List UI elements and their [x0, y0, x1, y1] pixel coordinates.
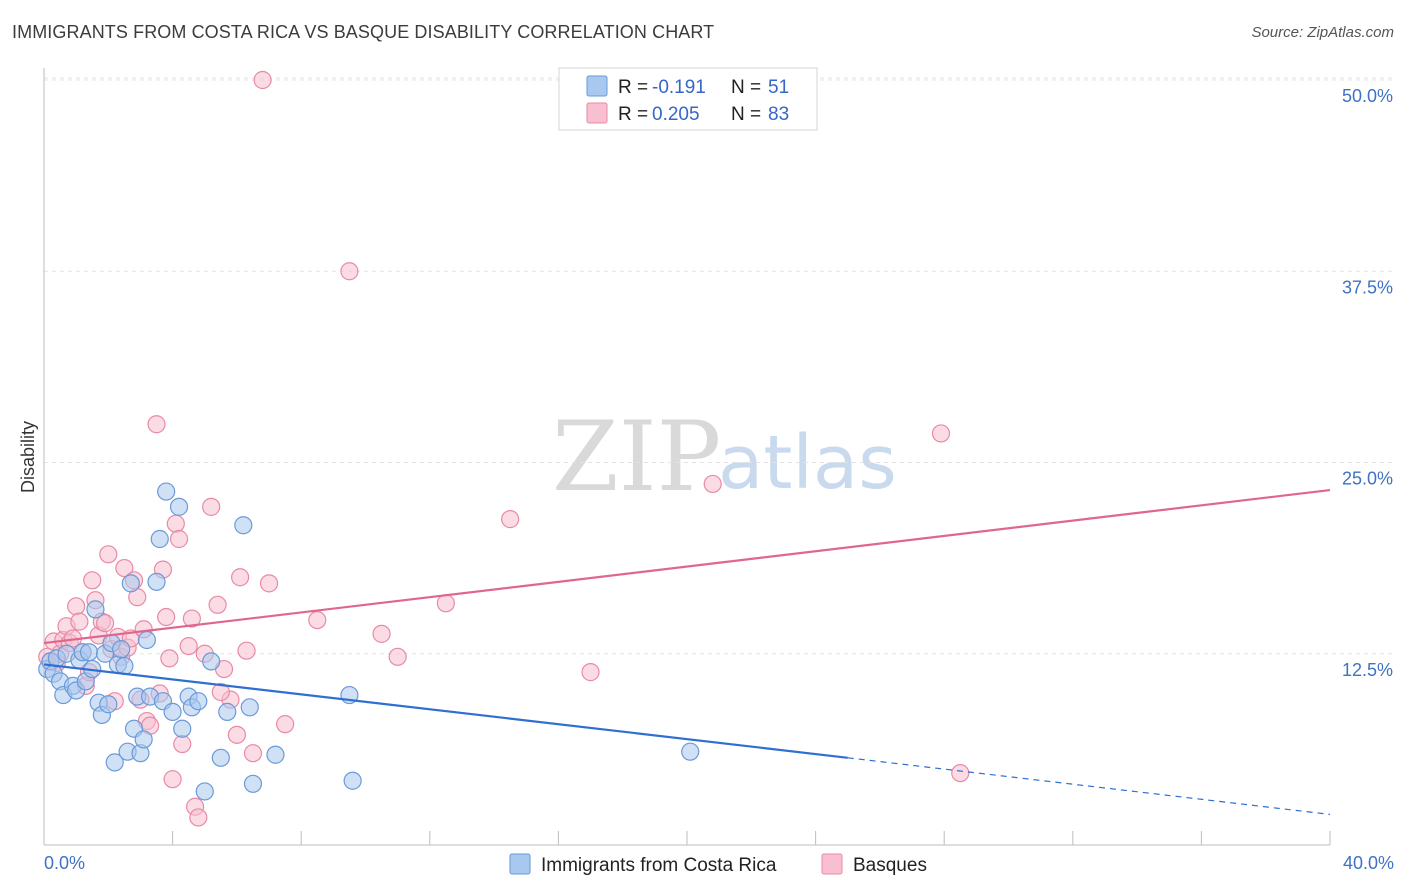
watermark-zip: ZIP [552, 401, 721, 513]
basques-point [388, 647, 407, 666]
bottom-legend-swatch-basques [821, 853, 843, 875]
costa-rica-point [189, 692, 208, 711]
costa-rica-point [157, 482, 176, 501]
basques-trend-line [43, 488, 1331, 645]
source-label: Source: ZipAtlas.com [1251, 24, 1394, 41]
basques-point [951, 763, 970, 783]
basques-point [147, 415, 166, 434]
costa-rica-point [218, 702, 237, 721]
basques-point [253, 70, 272, 90]
costa-rica-point [150, 529, 169, 549]
basques-point [99, 545, 118, 564]
y-axis-label: Disability [18, 421, 38, 493]
basques-point [70, 612, 89, 631]
costa-rica-point [163, 702, 182, 721]
costa-rica-point [343, 771, 362, 790]
costa-rica-point [173, 719, 192, 738]
costa-rica-point [211, 748, 230, 767]
basques-point [67, 597, 86, 616]
costa-rica-point [681, 742, 700, 761]
correlation-legend: R = -0.191 N = 51 R = 0.205 N = 83 [558, 67, 818, 131]
costa-rica-point [112, 640, 131, 659]
basques-point [372, 624, 391, 643]
costa-rica-point [86, 600, 105, 619]
costa-rica-point [195, 782, 214, 801]
legend-r-value-costa-rica: -0.191 [652, 77, 706, 98]
basques-point [581, 663, 600, 682]
series-costa-rica-points [38, 482, 700, 801]
basques-point [160, 649, 179, 668]
legend-r-label-basques: R = [618, 104, 648, 125]
basques-point [208, 595, 227, 614]
basques-point [169, 529, 189, 549]
basques-point [115, 558, 134, 578]
basques-point [157, 607, 176, 627]
costa-rica-point [169, 497, 189, 516]
basques-point [179, 636, 198, 656]
costa-rica-point [134, 730, 153, 749]
watermark: ZIP atlas [552, 401, 897, 513]
bottom-legend-label-costa-rica: Immigrants from Costa Rica [541, 855, 777, 876]
bottom-legend-swatch-costa-rica [509, 853, 531, 875]
basques-point [163, 770, 182, 789]
y-tick-label: 50.0% [1342, 86, 1393, 106]
trend-lines [43, 488, 1331, 815]
legend-n-value-costa-rica: 51 [768, 77, 789, 98]
y-tick-label: 37.5% [1342, 277, 1393, 297]
legend-n-label-basques: N = [731, 104, 761, 125]
basques-point [931, 424, 951, 443]
x-tick-label-max: 40.0% [1343, 853, 1394, 873]
basques-point [202, 497, 221, 516]
costa-rica-trend-extension [847, 757, 1331, 815]
basques-point [501, 510, 520, 529]
legend-n-label-costa-rica: N = [731, 77, 761, 98]
basques-point [189, 808, 208, 827]
basques-point [227, 725, 246, 744]
series-legend: Immigrants from Costa Rica Basques [509, 853, 927, 876]
costa-rica-point [202, 652, 221, 671]
basques-point [166, 514, 185, 533]
basques-point [308, 610, 327, 630]
basques-point [182, 609, 201, 628]
legend-swatch-costa-rica [586, 75, 608, 97]
basques-point [276, 715, 295, 734]
y-tick-labels: 12.5% 25.0% 37.5% 50.0% [1342, 86, 1393, 680]
legend-n-value-basques: 83 [768, 104, 789, 125]
basques-point [340, 262, 359, 281]
costa-rica-point [147, 572, 166, 591]
grid-lines [44, 77, 1392, 655]
basques-point [237, 641, 256, 660]
bottom-legend-label-basques: Basques [853, 855, 927, 876]
legend-r-label-costa-rica: R = [618, 77, 648, 98]
y-tick-label: 12.5% [1342, 660, 1393, 680]
chart-title: IMMIGRANTS FROM COSTA RICA VS BASQUE DIS… [12, 22, 715, 42]
basques-point [436, 594, 455, 613]
costa-rica-point [115, 656, 134, 676]
basques-point [95, 614, 115, 633]
basques-point [703, 474, 722, 494]
legend-swatch-basques [586, 102, 608, 124]
costa-rica-point [137, 630, 156, 650]
basques-point [173, 734, 192, 754]
basques-point [243, 744, 263, 763]
basques-point [231, 568, 250, 587]
costa-rica-point [266, 745, 285, 764]
costa-rica-point [234, 516, 253, 535]
costa-rica-point [121, 574, 140, 593]
costa-rica-trend-line [43, 663, 848, 759]
legend-r-value-basques: 0.205 [652, 104, 700, 125]
x-tick-label-min: 0.0% [44, 853, 85, 873]
costa-rica-point [240, 698, 259, 717]
costa-rica-point [243, 774, 263, 793]
costa-rica-point [105, 753, 124, 772]
x-axis-ticks [43, 831, 1331, 845]
basques-point [83, 571, 102, 590]
costa-rica-point [79, 643, 99, 662]
basques-point [259, 574, 279, 593]
costa-rica-point [99, 695, 118, 714]
y-tick-label: 25.0% [1342, 469, 1393, 489]
basques-point [211, 682, 230, 702]
